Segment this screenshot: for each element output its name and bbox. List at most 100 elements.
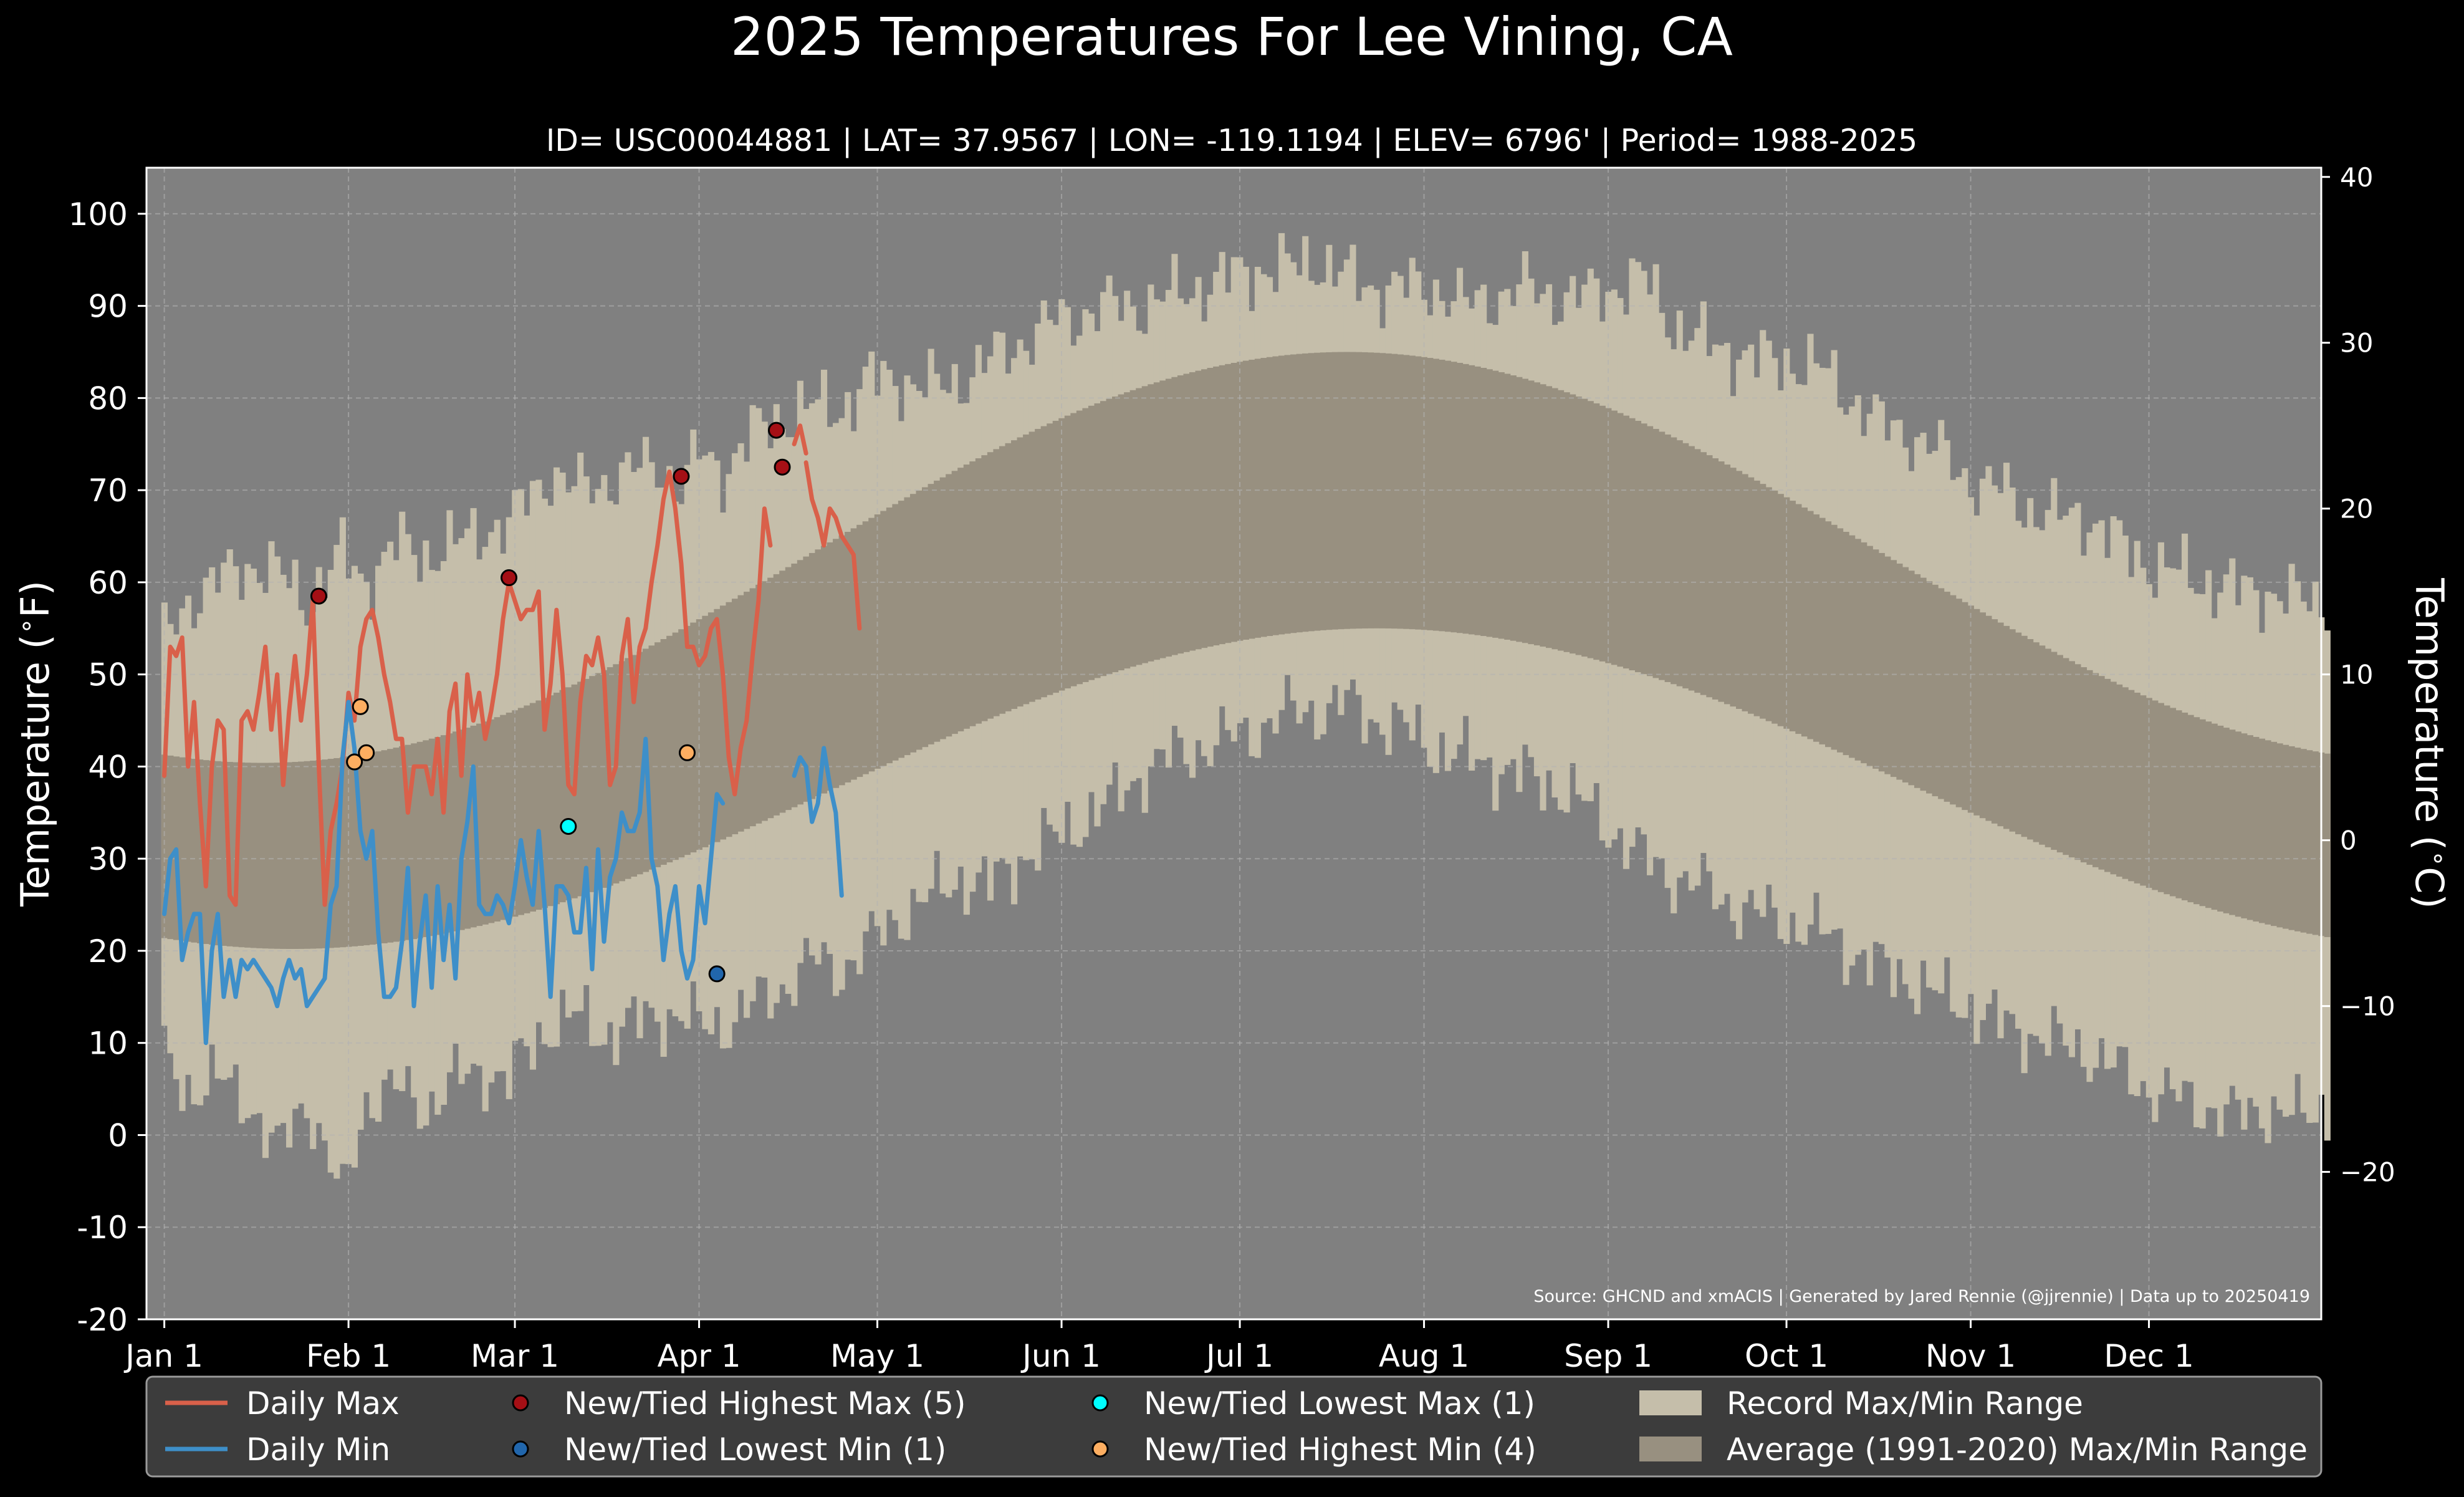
normal-range-bar (2074, 664, 2081, 860)
normal-range-bar (2205, 721, 2212, 908)
normal-range-bar (1260, 358, 1267, 637)
normal-range-bar (583, 678, 590, 895)
normal-range-bar (428, 738, 435, 936)
normal-range-bar (298, 761, 305, 949)
normal-range-bar (488, 719, 495, 923)
normal-range-bar (1914, 574, 1921, 788)
normal-range-bar (1581, 398, 1588, 657)
normal-range-bar (411, 743, 418, 940)
normal-range-bar (1296, 354, 1303, 633)
legend-label: Daily Max (246, 1385, 400, 1422)
normal-range-bar (1723, 465, 1731, 705)
normal-range-bar (2169, 708, 2177, 897)
normal-range-bar (946, 474, 952, 737)
degree-symbol: ∘ (11, 618, 41, 634)
normal-range-bar (565, 687, 572, 900)
normal-range-bar (209, 761, 216, 945)
normal-range-bar (547, 695, 554, 907)
normal-range-bar (2175, 710, 2182, 898)
normal-range-bar (2086, 670, 2093, 865)
normal-range-bar (1522, 378, 1528, 643)
normal-range-bar (625, 658, 631, 879)
normal-range-bar (1979, 612, 1986, 819)
normal-range-bar (416, 741, 423, 938)
y2-tick-label: 0 (2340, 826, 2357, 856)
normal-range-bar (339, 757, 346, 948)
normal-range-bar (1035, 428, 1042, 700)
record-marker (767, 421, 785, 439)
daily-min-line (162, 700, 726, 1046)
normal-range-bar (2258, 738, 2266, 923)
normal-range-bar (1718, 461, 1725, 702)
legend: Daily Max Daily Min New/Tied Highest Max (… (145, 1375, 2323, 1478)
record-markers (310, 421, 791, 983)
normal-range-bar (292, 762, 299, 949)
normal-range-bar (618, 661, 625, 882)
normal-range-bar (1403, 355, 1410, 629)
normal-range-bar (2140, 695, 2147, 886)
normal-range-bar (1165, 378, 1172, 657)
normal-range-bar (1017, 437, 1023, 707)
normal-range-bar (589, 676, 596, 892)
normal-range-bar (1213, 366, 1220, 646)
normal-range-bar (2027, 639, 2034, 840)
normal-range-bar (1647, 426, 1654, 676)
normal-range-bar (1694, 449, 1701, 693)
normal-range-bar (1926, 581, 1933, 794)
normal-range-bar (1278, 355, 1285, 635)
y-tick-label: 70 (88, 473, 128, 509)
normal-range-bar (1230, 362, 1237, 642)
normal-range-bar (1082, 408, 1089, 682)
normal-range-bar (1028, 431, 1035, 702)
normal-range-bar (1962, 602, 1968, 811)
record-marker (708, 965, 726, 983)
normal-range-bar (2063, 658, 2069, 855)
normal-range-bar (2294, 748, 2301, 931)
normal-range-bar (179, 757, 186, 941)
normal-range-bar (2033, 642, 2040, 842)
normal-range-bar (1575, 397, 1582, 655)
x-tick-label: Nov 1 (1925, 1338, 2016, 1374)
y-tick-label: 10 (88, 1026, 128, 1062)
normal-range-bar (185, 758, 192, 942)
normal-range-bar (1991, 619, 1998, 824)
normal-range-bar (494, 717, 501, 922)
normal-range-bar (2193, 717, 2200, 905)
normal-range-bar (1629, 418, 1636, 671)
normal-range-bar (2265, 740, 2271, 925)
normal-range-bar (1462, 363, 1469, 634)
y-axis-celsius: −20 −10 0 10 20 30 40 (2321, 162, 2395, 1188)
normal-range-bar (1379, 353, 1386, 628)
normal-range-bar (506, 712, 512, 918)
normal-range-bar (387, 749, 394, 943)
normal-range-bar (1664, 434, 1671, 682)
normal-range-bar (2199, 719, 2206, 907)
normal-range-bar (939, 477, 946, 739)
legend-label: New/Tied Lowest Min (1) (564, 1432, 946, 1468)
chart-subtitle: ID= USC00044881 | LAT= 37.9567 | LON= -1… (546, 123, 1917, 158)
normal-range-bar (1908, 570, 1915, 786)
normal-range-bar (999, 446, 1006, 714)
normal-range-bar (1189, 372, 1196, 651)
normal-range-bars (161, 352, 2331, 949)
normal-range-bar (880, 511, 887, 766)
normal-range-bar (2217, 725, 2224, 912)
normal-range-bar (702, 615, 709, 847)
y2-tick-label: −10 (2340, 991, 2395, 1022)
normal-range-bar (815, 549, 822, 797)
daily-max-line (803, 460, 862, 631)
normal-range-bar (1558, 390, 1565, 651)
normal-range-bar (630, 655, 638, 877)
normal-range-bar (1272, 356, 1279, 635)
normal-range-bar (2056, 655, 2063, 853)
normal-range-bar (803, 556, 810, 802)
normal-range-bar (2229, 729, 2236, 915)
normal-range-bar (1415, 356, 1422, 630)
normal-range-bar (1469, 365, 1475, 635)
normal-range-bar (690, 622, 697, 853)
normal-range-bar (310, 761, 317, 949)
normal-range-bar (1771, 490, 1778, 724)
normal-range-bar (1242, 360, 1249, 640)
normal-range-bar (1623, 415, 1630, 669)
